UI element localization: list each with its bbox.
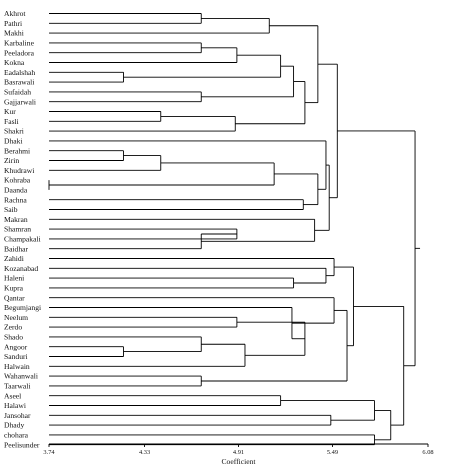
- leaf-label-saib: Saib: [4, 205, 18, 214]
- leaf-label-basrawali: Basrawali: [4, 78, 34, 87]
- leaf-label-halwain: Halwain: [4, 362, 30, 371]
- leaf-label-kozanabad: Kozanabad: [4, 264, 38, 273]
- leaf-label-jansohar: Jansohar: [4, 411, 31, 420]
- leaf-label-rachna: Rachna: [4, 195, 27, 204]
- leaf-label-zirin: Zirin: [4, 156, 19, 165]
- leaf-label-berahmi: Berahmi: [4, 146, 30, 155]
- leaf-label-kur: Kur: [4, 107, 16, 116]
- leaf-label-neelum: Neelum: [4, 313, 28, 322]
- leaf-label-sufaidah: Sufaidah: [4, 88, 31, 97]
- leaf-label-shamran: Shamran: [4, 225, 31, 234]
- leaf-label-zahidi: Zahidi: [4, 254, 24, 263]
- x-axis: 3.74 4.33 4.91 5.49 6.08 Coefficient: [43, 443, 434, 466]
- leaf-label-dhaki: Dhaki: [4, 137, 23, 146]
- leaf-label-khudrawi: Khudrawi: [4, 166, 34, 175]
- leaf-label-zerdo: Zerdo: [4, 323, 22, 332]
- x-tick-label: 5.49: [327, 449, 338, 456]
- leaf-label-daanda: Daanda: [4, 186, 28, 195]
- leaf-label-eadalshah: Eadalshah: [4, 68, 35, 77]
- leaf-label-kohraba: Kohraba: [4, 176, 31, 185]
- leaf-label-kokna: Kokna: [4, 58, 25, 67]
- leaf-label-dhady: Dhady: [4, 421, 24, 430]
- leaf-label-makran: Makran: [4, 215, 28, 224]
- leaf-label-akhrot: Akhrot: [4, 9, 26, 18]
- x-tick-label: 3.74: [43, 449, 55, 456]
- leaf-label-haleni: Haleni: [4, 274, 24, 283]
- x-axis-label: Coefficient: [221, 457, 256, 466]
- leaf-label-makhi: Makhi: [4, 29, 24, 38]
- leaf-label-aseel: Aseel: [4, 391, 21, 400]
- x-tick-label: 6.08: [422, 449, 433, 456]
- leaf-label-chohara: chohara: [4, 431, 29, 440]
- leaf-label-shado: Shado: [4, 333, 23, 342]
- leaf-label-shakri: Shakri: [4, 127, 24, 136]
- leaf-label-peelisunder: Peelisunder: [4, 440, 40, 449]
- leaf-label-peeladora: Peeladora: [4, 48, 35, 57]
- leaf-label-kupra: Kupra: [4, 284, 24, 293]
- x-tick-label: 4.91: [233, 449, 244, 456]
- leaf-label-angoor: Angoor: [4, 342, 28, 351]
- leaf-label-pathri: Pathri: [4, 19, 22, 28]
- leaf-label-taarwali: Taarwali: [4, 382, 30, 391]
- leaf-label-sanduri: Sanduri: [4, 352, 28, 361]
- leaf-label-wahanwali: Wahanwali: [4, 372, 38, 381]
- leaf-label-qantar: Qantar: [4, 293, 25, 302]
- leaf-label-fasli: Fasli: [4, 117, 19, 126]
- x-axis-ticks: 3.74 4.33 4.91 5.49 6.08: [43, 444, 434, 456]
- leaf-label-gajjarwali: Gajjarwali: [4, 97, 36, 106]
- leaf-label-baidhar: Baidhar: [4, 244, 29, 253]
- leaf-labels: AkhrotPathriMakhiKarbalinePeeladoraKokna…: [4, 9, 41, 449]
- leaf-label-begumjangi: Begumjangi: [4, 303, 41, 312]
- x-tick-label: 4.33: [139, 449, 150, 456]
- leaf-label-halawi: Halawi: [4, 401, 26, 410]
- leaf-label-champakali: Champakali: [4, 235, 41, 244]
- leaf-label-karbaline: Karbaline: [4, 39, 35, 48]
- dendrogram-branches: [48, 13, 421, 446]
